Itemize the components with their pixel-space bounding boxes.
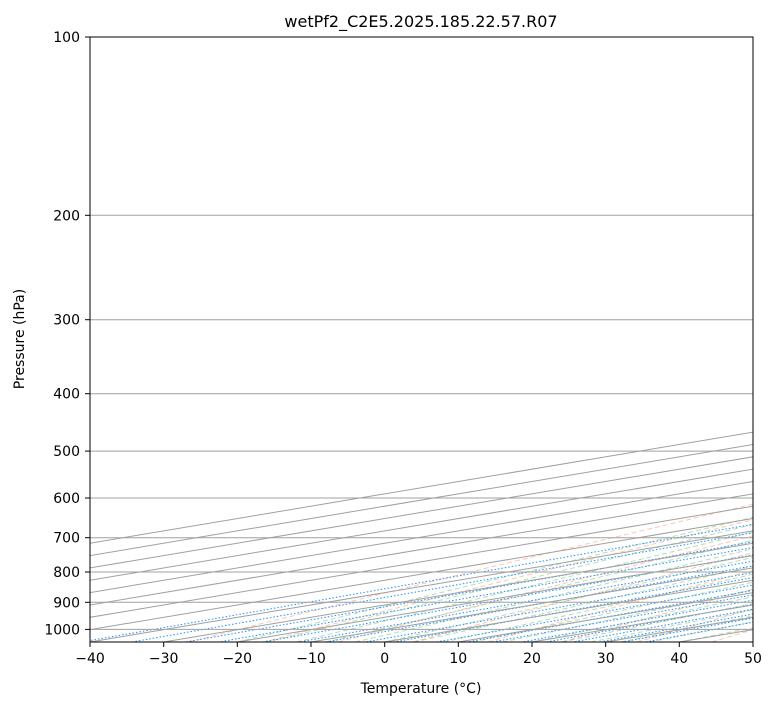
mixing-ratio-line — [492, 594, 753, 642]
x-tick-label: 10 — [449, 651, 467, 667]
y-tick-label: 600 — [53, 491, 80, 507]
y-tick-label: 500 — [53, 444, 80, 460]
x-tick-label: −10 — [296, 651, 326, 667]
y-axis-label: Pressure (hPa) — [12, 289, 28, 389]
isotherm-line — [90, 431, 753, 544]
x-tick-label: −30 — [149, 651, 179, 667]
x-tick-label: −20 — [223, 651, 253, 667]
grid-lines — [90, 37, 753, 642]
isotherm-line — [90, 530, 753, 642]
isotherm-line — [90, 443, 753, 557]
chart-title: wetPf2_C2E5.2025.185.22.57.R07 — [284, 12, 557, 32]
x-tick-label: −40 — [75, 651, 105, 667]
x-axis-label: Temperature (°C) — [360, 681, 482, 697]
mixing-ratio-line — [599, 613, 753, 642]
x-tick-label: 40 — [670, 651, 688, 667]
isotherm-line — [90, 505, 753, 618]
isotherm-line — [90, 493, 753, 606]
mixing-ratio-line — [326, 565, 753, 642]
y-tick-label: 800 — [53, 565, 80, 581]
y-tick-label: 300 — [53, 313, 80, 329]
y-tick-label: 900 — [53, 595, 80, 611]
x-tick-label: 0 — [380, 651, 389, 667]
mixing-ratio-line — [262, 554, 753, 642]
x-axis: −40 −30 −20 −10 0 10 20 30 40 50 — [75, 642, 762, 667]
y-tick-label: 400 — [53, 387, 80, 403]
y-axis: 100 200 300 400 500 600 700 800 900 1000 — [44, 30, 90, 638]
x-tick-label: 30 — [597, 651, 615, 667]
mixing-ratio-line — [90, 523, 753, 642]
mixing-ratio-line — [218, 546, 753, 642]
mixing-ratio-line — [546, 603, 753, 642]
x-tick-label: 50 — [744, 651, 762, 667]
plot-frame — [89, 36, 754, 643]
y-tick-label: 1000 — [44, 622, 80, 638]
x-tick-label: 20 — [523, 651, 541, 667]
y-tick-label: 700 — [53, 531, 80, 547]
isotherm-line — [90, 456, 753, 569]
isotherm-line — [90, 518, 753, 631]
isotherm-line — [90, 468, 753, 581]
isotherm-line — [90, 480, 753, 594]
y-tick-label: 100 — [53, 30, 80, 46]
y-tick-label: 200 — [53, 208, 80, 224]
